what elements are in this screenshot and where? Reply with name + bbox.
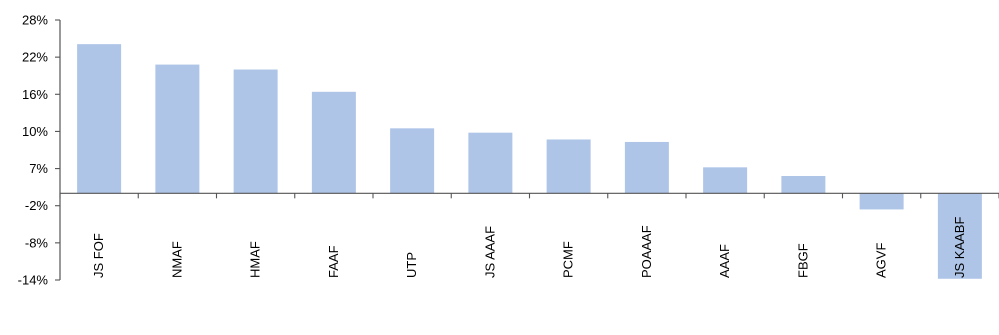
bar-poaaaf (624, 141, 669, 194)
y-tick-label: 16% (22, 87, 48, 102)
y-tick-label: 22% (22, 50, 48, 65)
y-tick-label: -8% (25, 235, 49, 250)
x-category-label: FBGF (795, 243, 810, 278)
bar-pcmf (546, 139, 591, 194)
bar-agvf (859, 193, 904, 210)
bar-js-fof (77, 44, 122, 194)
bar-faaf (311, 91, 356, 194)
x-category-label: AGVF (874, 243, 889, 278)
x-category-label: JS AAAF (482, 226, 497, 278)
x-category-label: NMAF (169, 241, 184, 278)
x-category-label: POAAAF (639, 225, 654, 278)
plot-area (77, 44, 982, 279)
bar-utp (390, 128, 435, 194)
x-category-label: HMAF (248, 241, 263, 278)
x-category-label: AAAF (717, 244, 732, 278)
y-tick-label: 7% (29, 161, 48, 176)
bar-aaaf (703, 167, 748, 194)
x-category-label: FAAF (326, 245, 341, 278)
axes (55, 19, 999, 281)
bar-fbgf (781, 176, 826, 194)
x-category-label: UTP (404, 252, 419, 278)
labels: 28% 22% 16% 10% 7% -2% -8% -14% JS FOF NMAF HMAF FA… (18, 13, 967, 288)
bar-hmaf (233, 69, 278, 194)
x-category-label: JS KAABF (952, 217, 967, 278)
y-tick-label: -2% (25, 198, 49, 213)
y-tick-label: 28% (22, 13, 48, 28)
bar-nmaf (155, 64, 200, 194)
y-tick-label: 10% (22, 124, 48, 139)
y-tick-label: -14% (18, 273, 49, 288)
bar-js-kaabf (937, 193, 982, 279)
bar-js-aaaf (468, 132, 513, 194)
x-category-label: JS FOF (91, 233, 106, 278)
x-category-label: PCMF (561, 241, 576, 278)
